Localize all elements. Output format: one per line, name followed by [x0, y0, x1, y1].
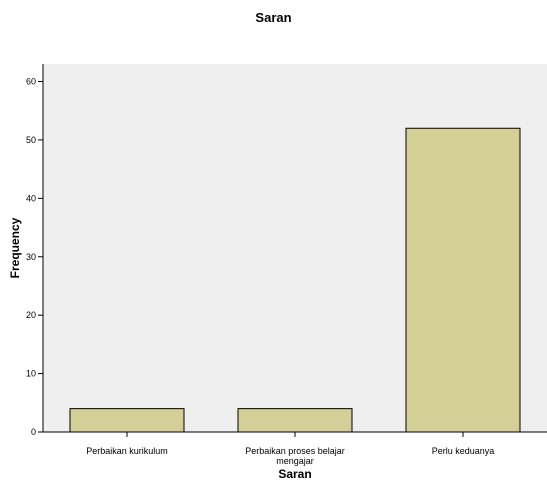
bar: [237, 408, 353, 433]
x-tick-label: Perlu keduanya: [432, 446, 495, 456]
y-tick-label: 20: [26, 310, 36, 320]
y-tick-label: 50: [26, 135, 36, 145]
y-tick-label: 0: [31, 427, 36, 437]
x-axis-ticks: Perbaikan kurikulum Perbaikan proses bela…: [86, 432, 494, 466]
x-axis-title: Saran: [278, 467, 311, 481]
y-tick-label: 30: [26, 252, 36, 262]
y-tick-label: 60: [26, 77, 36, 87]
x-tick-label-line: Perlu keduanya: [432, 446, 495, 456]
bar: [405, 127, 521, 433]
x-tick-label-line: Perbaikan proses belajar: [245, 446, 345, 456]
x-tick-label-line: mengajar: [276, 456, 314, 466]
bar: [69, 408, 185, 433]
y-tick-label: 10: [26, 369, 36, 379]
x-tick-label: Perbaikan proses belajar mengajar: [245, 446, 345, 466]
y-axis-title: Frequency: [8, 217, 22, 278]
y-tick-label: 40: [26, 193, 36, 203]
x-tick-label-line: Perbaikan kurikulum: [86, 446, 168, 456]
y-axis-ticks: 0 10 20 30 40 50 60: [26, 77, 43, 437]
bars: [69, 127, 521, 433]
chart-title: Saran: [255, 10, 292, 25]
x-tick-label: Perbaikan kurikulum: [86, 446, 168, 456]
